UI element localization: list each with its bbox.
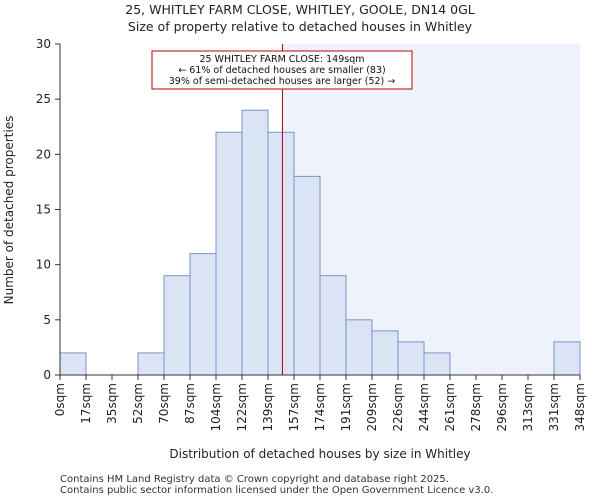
annotation-line-3: 39% of semi-detached houses are larger (… bbox=[169, 76, 396, 87]
bar-87sqm bbox=[189, 253, 217, 376]
x-tick-label: 209sqm bbox=[365, 383, 379, 431]
y-tick-label: 30 bbox=[36, 37, 51, 51]
x-tick-label: 261sqm bbox=[443, 383, 457, 431]
y-tick-label: 25 bbox=[36, 92, 51, 106]
x-tick-label: 278sqm bbox=[469, 383, 483, 431]
annotation-box bbox=[151, 50, 413, 90]
annotation-line-1: 25 WHITLEY FARM CLOSE: 149sqm bbox=[200, 54, 365, 65]
x-tick-label: 139sqm bbox=[261, 383, 275, 431]
x-axis-label: Distribution of detached houses by size … bbox=[169, 447, 470, 461]
annotation-line-2: ← 61% of detached houses are smaller (83… bbox=[178, 65, 385, 76]
x-tick-label: 348sqm bbox=[573, 383, 587, 431]
bar-331sqm bbox=[553, 341, 581, 376]
x-tick-label: 122sqm bbox=[235, 383, 249, 431]
chart-subtitle: Size of property relative to detached ho… bbox=[127, 19, 473, 34]
x-tick-label: 52sqm bbox=[131, 383, 145, 424]
x-tick-label: 313sqm bbox=[521, 383, 535, 431]
x-tick-label: 244sqm bbox=[417, 383, 431, 431]
y-tick-label: 0 bbox=[43, 368, 51, 382]
bar-139sqm bbox=[267, 131, 295, 376]
x-tick-label: 0sqm bbox=[53, 383, 67, 416]
bar-104sqm bbox=[215, 131, 243, 376]
x-tick-label: 331sqm bbox=[547, 383, 561, 431]
bar-122sqm bbox=[241, 109, 269, 376]
chart-title: 25, WHITLEY FARM CLOSE, WHITLEY, GOOLE, … bbox=[125, 2, 475, 17]
x-tick-label: 17sqm bbox=[79, 383, 93, 424]
x-tick-label: 296sqm bbox=[495, 383, 509, 431]
x-tick-label: 87sqm bbox=[183, 383, 197, 424]
bar-226sqm bbox=[397, 341, 425, 376]
x-tick-label: 174sqm bbox=[313, 383, 327, 431]
y-tick-label: 5 bbox=[43, 313, 51, 327]
y-tick-label: 10 bbox=[36, 258, 51, 272]
y-tick-label: 15 bbox=[36, 203, 51, 217]
x-tick-label: 70sqm bbox=[157, 383, 171, 424]
bar-0sqm bbox=[59, 352, 87, 376]
bar-244sqm bbox=[423, 352, 451, 376]
bar-174sqm bbox=[319, 275, 347, 376]
bar-157sqm bbox=[293, 175, 321, 376]
bar-70sqm bbox=[163, 275, 191, 376]
x-tick-label: 104sqm bbox=[209, 383, 223, 431]
y-axis-label: Number of detached properties bbox=[2, 116, 16, 305]
bar-209sqm bbox=[371, 330, 399, 376]
footer-line-1: Contains HM Land Registry data © Crown c… bbox=[60, 474, 449, 485]
bar-52sqm bbox=[137, 352, 165, 376]
x-tick-label: 226sqm bbox=[391, 383, 405, 431]
x-tick-label: 191sqm bbox=[339, 383, 353, 431]
footer-line-2: Contains public sector information licen… bbox=[60, 485, 494, 496]
y-tick-label: 20 bbox=[36, 147, 51, 161]
x-tick-label: 35sqm bbox=[105, 383, 119, 424]
x-tick-label: 157sqm bbox=[287, 383, 301, 431]
bar-191sqm bbox=[345, 319, 373, 376]
